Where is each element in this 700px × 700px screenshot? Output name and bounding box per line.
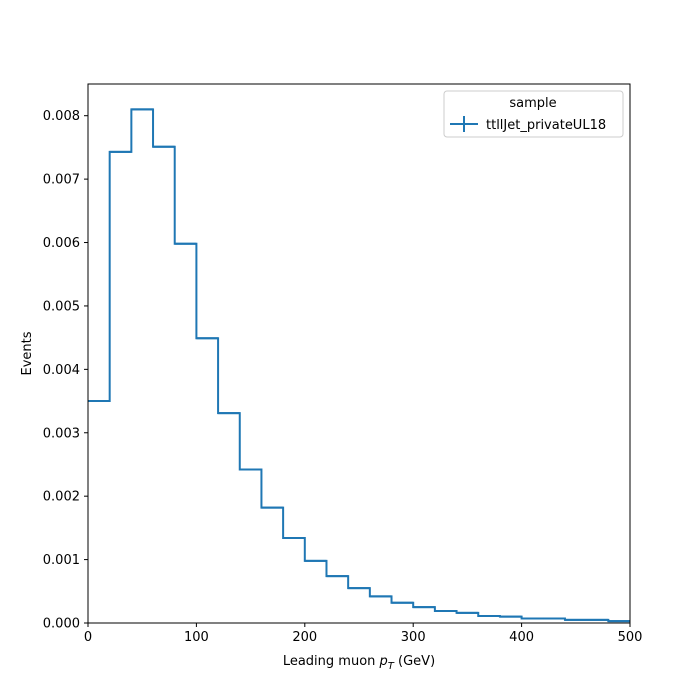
x-axis-label-subscript: T [388,661,395,672]
x-tick-label: 100 [184,630,209,645]
legend: sample ttllJet_privateUL18 [443,90,624,138]
axis-ticks: 0 100 200 300 400 500 0.000 0.001 0.002 0.003 0.00… [43,109,643,645]
x-tick-label: 0 [84,630,92,645]
x-axis-label: Leading muon pT (GeV) [283,654,435,672]
x-tick-label: 200 [292,630,317,645]
y-tick-label: 0.003 [43,426,80,441]
axes-frame [87,83,631,624]
y-tick-label: 0.002 [43,490,80,505]
x-tick-label: 300 [401,630,426,645]
legend-box [443,90,624,138]
x-axis-label-prefix: Leading muon [283,654,380,669]
legend-title: sample [509,96,556,111]
y-axis-label: Events [20,331,35,375]
x-tick-label: 400 [509,630,534,645]
series-layer [88,108,630,623]
legend-entry-label: ttllJet_privateUL18 [486,118,606,133]
y-tick-label: 0.008 [43,109,80,124]
y-tick-label: 0.006 [43,236,80,251]
x-axis-label-suffix: (GeV) [394,654,435,669]
y-tick-label: 0.007 [43,173,80,188]
y-tick-label: 0.000 [43,617,80,632]
y-tick-label: 0.005 [43,299,80,314]
x-tick-label: 500 [618,630,643,645]
y-tick-label: 0.004 [43,363,80,378]
x-axis-label-var: p [379,654,388,669]
y-tick-label: 0.001 [43,553,80,568]
